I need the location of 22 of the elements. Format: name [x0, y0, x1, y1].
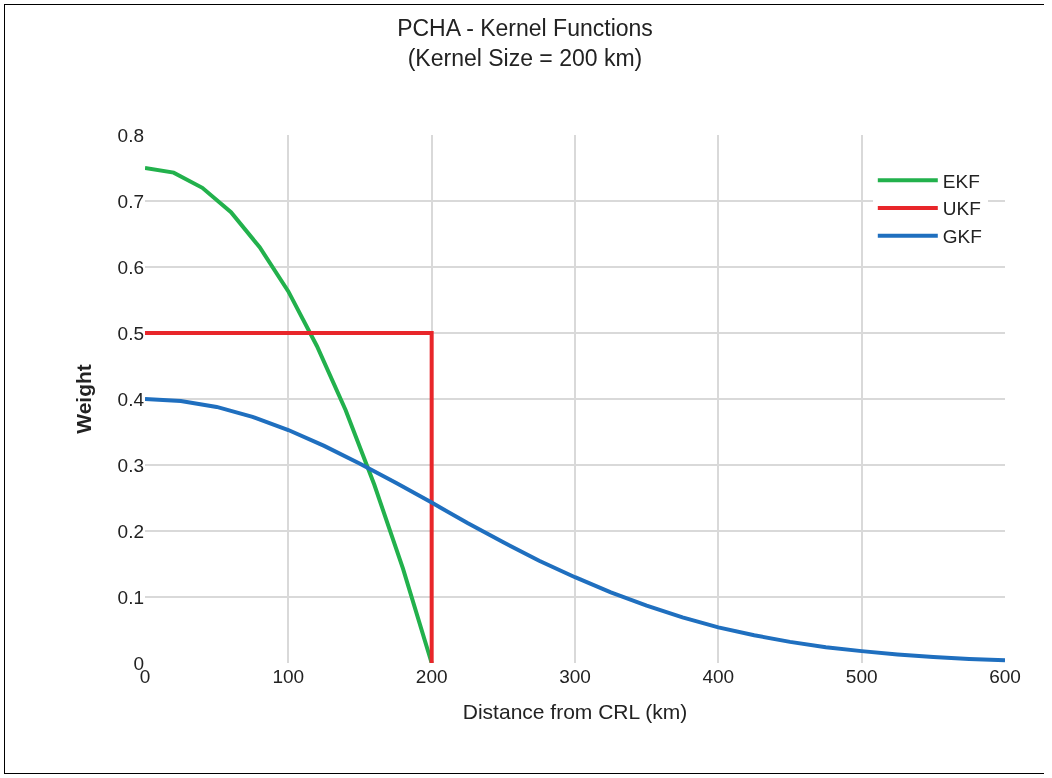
legend-label: GKF [942, 226, 982, 248]
y-tick-label: 0.1 [117, 586, 144, 608]
chart-subtitle: (Kernel Size = 200 km) [407, 44, 643, 71]
legend-label: UKF [942, 198, 981, 220]
y-axis-title: Weight [71, 364, 95, 434]
x-tick-label: 300 [559, 666, 591, 687]
legend-label: EKF [942, 170, 980, 192]
x-tick-label: 100 [272, 666, 305, 687]
y-tick-label: 0.6 [117, 256, 144, 278]
line-series [145, 397, 1005, 663]
y-tick-label: 0.3 [117, 454, 144, 476]
y-tick-label: 0.8 [117, 124, 144, 146]
y-tick-label: 0.4 [117, 388, 145, 410]
y-tick-label: 0.2 [117, 520, 144, 542]
y-tick-label: 0.5 [117, 322, 144, 344]
chart-title: PCHA - Kernel Functions [397, 14, 653, 41]
x-tick-label: 500 [845, 666, 878, 687]
x-axis-title: Distance from CRL (km) [462, 700, 688, 724]
x-tick-label: 400 [702, 666, 735, 687]
y-tick-label: 0.7 [117, 190, 144, 212]
x-tick-label: 200 [415, 666, 448, 687]
x-tick-label: 600 [989, 666, 1021, 687]
